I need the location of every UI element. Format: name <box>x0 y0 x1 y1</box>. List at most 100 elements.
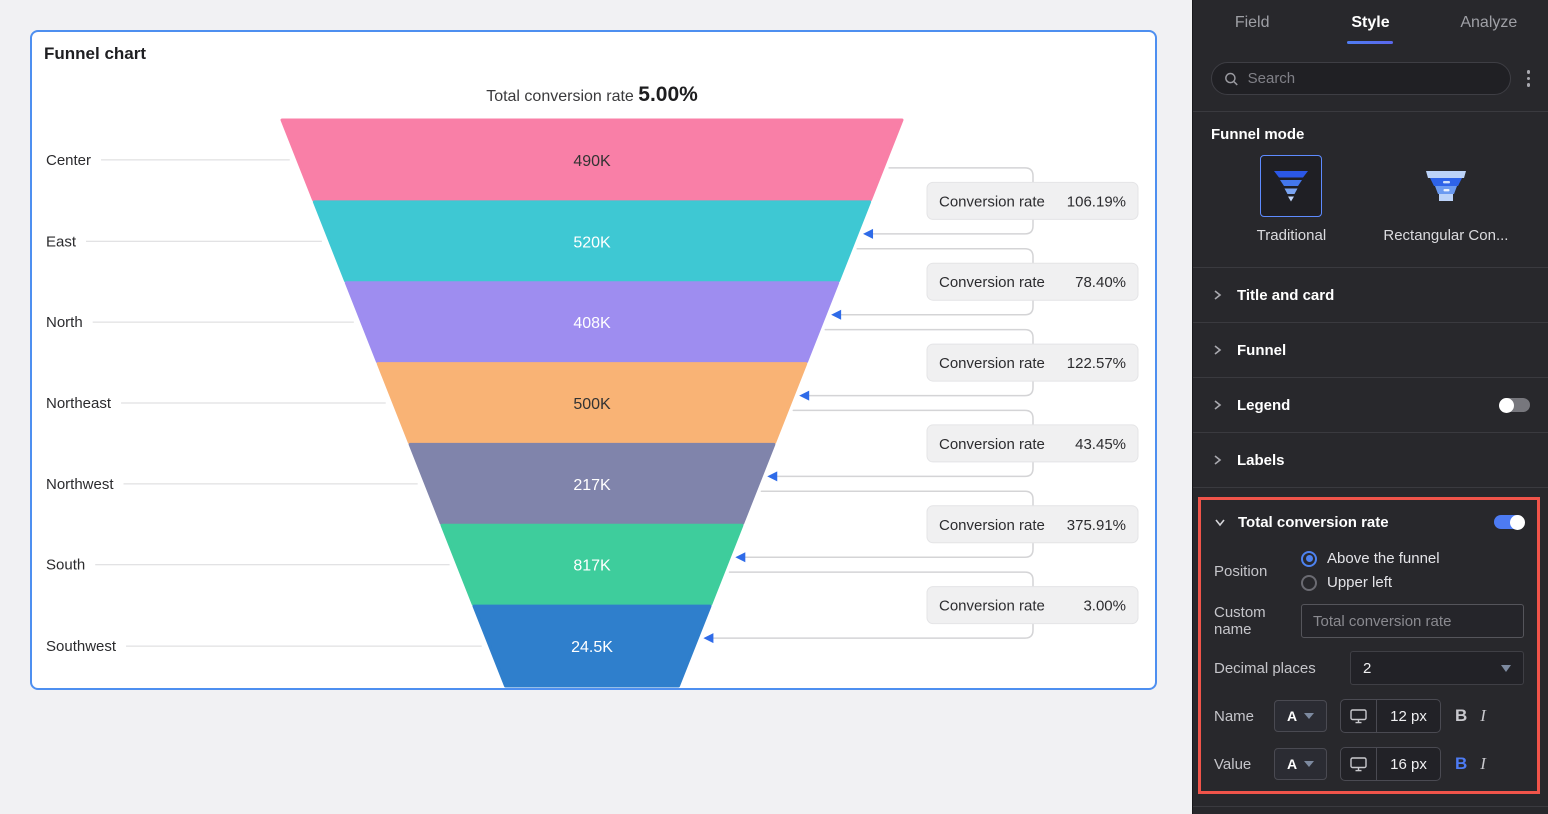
conversion-arrow-icon <box>767 471 778 482</box>
position-row: Position Above the funnel Upper left <box>1201 550 1537 591</box>
custom-name-row: Custom name <box>1201 604 1537 638</box>
radio-selected-icon <box>1301 550 1317 567</box>
mode-option-traditional[interactable]: Traditional <box>1237 155 1346 244</box>
conversion-rate-label: Conversion rate <box>939 193 1045 210</box>
section-title-and-card[interactable]: Title and card <box>1193 268 1548 323</box>
section-total-conversion-rate[interactable]: Total conversion rate <box>1201 500 1537 544</box>
custom-name-label: Custom name <box>1214 604 1266 638</box>
total-conversion-rate-highlight: Total conversion rate Position Above the… <box>1198 497 1540 794</box>
mode-traditional-label: Traditional <box>1256 227 1327 244</box>
decimal-places-row: Decimal places 2 <box>1201 651 1537 685</box>
conversion-rate-label: Conversion rate <box>939 517 1045 534</box>
funnel-segment[interactable] <box>408 442 776 525</box>
name-font-size-group: 12 px <box>1340 699 1441 733</box>
search-input[interactable] <box>1247 70 1498 87</box>
value-font-size-value[interactable]: 16 px <box>1390 755 1427 773</box>
conversion-rate-value: 3.00% <box>1083 598 1126 615</box>
value-row-label: Value <box>1214 755 1252 773</box>
section-legend[interactable]: Legend <box>1193 378 1548 433</box>
conversion-rate-value: 122.57% <box>1067 355 1126 372</box>
conversion-rate-label: Conversion rate <box>939 355 1045 372</box>
display-icon[interactable] <box>1341 748 1377 780</box>
category-label: North <box>46 314 83 331</box>
search-box[interactable] <box>1211 62 1511 95</box>
conversion-rate-value: 106.19% <box>1067 193 1126 210</box>
funnel-mode-section: Funnel mode Traditional <box>1193 112 1548 268</box>
custom-name-input[interactable] <box>1301 604 1524 638</box>
name-italic-button[interactable]: I <box>1480 706 1486 725</box>
name-row-label: Name <box>1214 707 1255 725</box>
decimal-places-select[interactable]: 2 <box>1350 651 1524 685</box>
conversion-rate-label: Conversion rate <box>939 436 1045 453</box>
category-label: East <box>46 233 77 250</box>
funnel-segment[interactable] <box>280 118 904 202</box>
radio-upper-left[interactable]: Upper left <box>1301 574 1440 591</box>
traditional-funnel-icon <box>1260 155 1323 217</box>
value-bold-button[interactable]: B <box>1455 754 1468 773</box>
value-italic-button[interactable]: I <box>1480 754 1486 773</box>
display-icon[interactable] <box>1341 700 1377 732</box>
funnel-segment[interactable] <box>440 523 744 606</box>
more-options-icon[interactable] <box>1523 66 1535 91</box>
mode-rectangular-label: Rectangular Con... <box>1383 227 1509 244</box>
conversion-rate-badge[interactable] <box>926 424 1139 463</box>
name-bold-button[interactable]: B <box>1455 706 1468 725</box>
name-font-row: Name A 12 px B I <box>1201 699 1537 733</box>
category-label: Northeast <box>46 395 112 412</box>
caret-down-icon <box>1501 664 1511 672</box>
total-conversion-rate-toggle[interactable] <box>1494 514 1525 530</box>
section-funnel[interactable]: Funnel <box>1193 323 1548 378</box>
funnel-svg: Total conversion rate 5.00% 490K Center 520… <box>46 83 1139 688</box>
chevron-right-icon <box>1211 399 1223 411</box>
conversion-rate-badge[interactable] <box>926 505 1139 544</box>
caret-down-icon <box>1304 761 1315 767</box>
value-font-color-button[interactable]: A <box>1274 748 1327 780</box>
total-conversion-rate-title: Total conversion rate 5.00% <box>486 83 698 106</box>
conversion-rate-badge[interactable] <box>926 343 1139 382</box>
conversion-rate-value: 78.40% <box>1075 274 1126 291</box>
search-row <box>1193 46 1548 112</box>
tab-field[interactable]: Field <box>1234 14 1270 31</box>
panel-footer-divider <box>1193 806 1548 814</box>
legend-toggle[interactable] <box>1499 397 1530 413</box>
segment-value-label: 490K <box>573 153 611 170</box>
search-icon <box>1225 72 1238 85</box>
name-font-color-button[interactable]: A <box>1274 700 1327 732</box>
conversion-rate-label: Conversion rate <box>939 274 1045 291</box>
decimal-places-label: Decimal places <box>1214 659 1316 677</box>
conversion-rate-badge[interactable] <box>926 586 1139 625</box>
funnel-chart-card[interactable]: Funnel chart Total conversion rate 5.00%… <box>30 30 1157 690</box>
funnel-segment[interactable] <box>344 281 840 364</box>
position-label: Position <box>1214 563 1268 580</box>
conversion-rate-value: 43.45% <box>1075 436 1126 453</box>
funnel-segment[interactable] <box>472 604 712 688</box>
rectangular-funnel-icon <box>1415 155 1477 217</box>
segment-value-label: 24.5K <box>571 639 613 656</box>
chevron-down-icon <box>1214 516 1226 528</box>
tab-style[interactable]: Style <box>1311 0 1429 46</box>
segment-value-label: 817K <box>573 558 611 575</box>
funnel-segment[interactable] <box>312 200 872 283</box>
caret-down-icon <box>1304 713 1315 719</box>
tab-analyze[interactable]: Analyze <box>1460 14 1518 31</box>
conversion-arrow-icon <box>863 228 874 239</box>
conversion-rate-value: 375.91% <box>1067 517 1126 534</box>
segment-value-label: 500K <box>573 396 611 413</box>
conversion-rate-label: Conversion rate <box>939 598 1045 615</box>
funnel-segment[interactable] <box>376 362 808 444</box>
conversion-arrow-icon <box>735 552 746 563</box>
conversion-rate-badge[interactable] <box>926 181 1139 220</box>
mode-option-rectangular[interactable]: Rectangular Con... <box>1362 155 1530 244</box>
panel-tabbar: Field Style Analyze <box>1193 0 1548 46</box>
style-panel: Field Style Analyze Funnel mode <box>1192 0 1548 814</box>
value-font-size-group: 16 px <box>1340 747 1441 781</box>
name-font-size-value[interactable]: 12 px <box>1390 707 1427 725</box>
radio-unselected-icon <box>1301 574 1317 591</box>
section-labels[interactable]: Labels <box>1193 433 1548 488</box>
chart-card-title: Funnel chart <box>44 44 147 63</box>
radio-above-the-funnel[interactable]: Above the funnel <box>1301 550 1440 567</box>
conversion-arrow-icon <box>703 633 714 644</box>
segment-value-label: 520K <box>573 234 611 251</box>
conversion-rate-badge[interactable] <box>926 262 1139 301</box>
category-label: South <box>46 557 85 574</box>
